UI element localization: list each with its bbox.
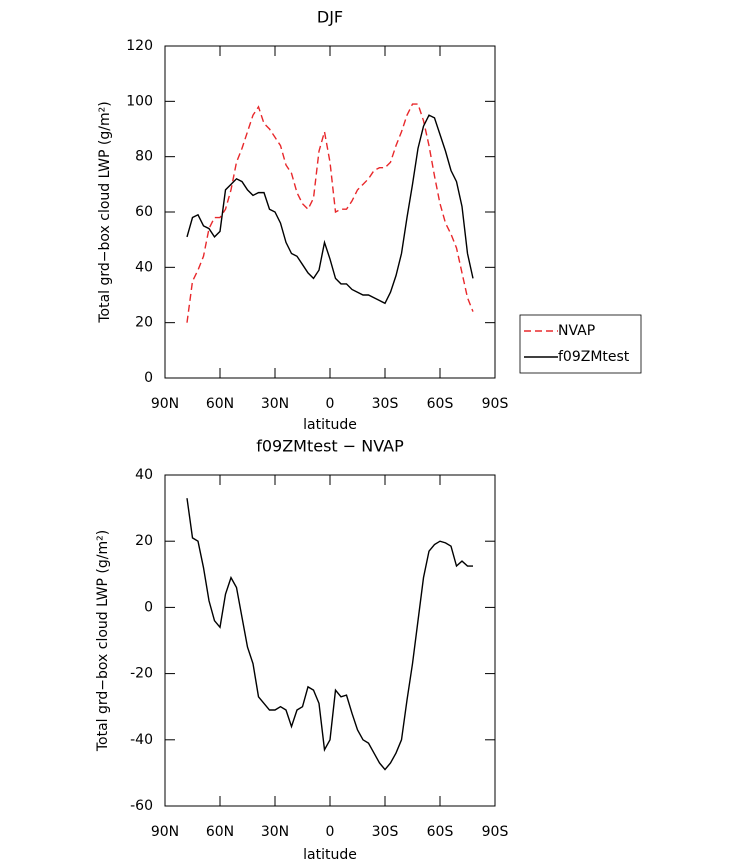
chart-title: DJF <box>317 8 343 27</box>
x-tick-label: 60S <box>427 396 454 412</box>
y-tick-label: 40 <box>135 259 153 275</box>
x-tick-label: 30S <box>372 396 399 412</box>
y-tick-label: -40 <box>130 732 153 748</box>
data-line <box>186 114 474 305</box>
plot-frame <box>164 45 496 379</box>
x-axis-title: latitude <box>303 417 357 433</box>
y-tick-label: 20 <box>135 533 153 549</box>
x-tick-label: 30S <box>372 824 399 840</box>
y-tick-label: 0 <box>144 599 153 615</box>
y-axis-title: Total grd−box cloud LWP (g/m²) <box>97 101 113 323</box>
y-tick-label: -20 <box>130 666 153 682</box>
y-tick-label: 40 <box>135 467 153 483</box>
data-line <box>186 498 473 771</box>
data-line <box>186 103 474 323</box>
x-tick-label: 0 <box>326 824 335 840</box>
x-tick-label: 90N <box>151 824 179 840</box>
y-tick-label: 60 <box>135 204 153 220</box>
x-axis-title: latitude <box>303 847 357 863</box>
chart-title: f09ZMtest − NVAP <box>256 437 404 456</box>
x-tick-label: 60N <box>206 396 234 412</box>
x-tick-label: 90S <box>482 824 509 840</box>
legend-label: f09ZMtest <box>558 349 630 365</box>
y-tick-label: 0 <box>144 370 153 386</box>
y-tick-label: 20 <box>135 315 153 331</box>
legend: NVAP f09ZMtest <box>519 314 642 374</box>
y-tick-label: -60 <box>130 798 153 814</box>
y-tick-label: 120 <box>126 38 153 54</box>
x-tick-label: 30N <box>261 396 289 412</box>
y-tick-label: 100 <box>126 93 153 109</box>
x-tick-label: 30N <box>261 824 289 840</box>
x-tick-label: 0 <box>326 396 335 412</box>
y-tick-label: 80 <box>135 149 153 165</box>
x-tick-label: 60N <box>206 824 234 840</box>
legend-box <box>519 314 642 374</box>
plot-frame <box>164 474 496 807</box>
x-tick-label: 90N <box>151 396 179 412</box>
legend-label: NVAP <box>558 323 595 339</box>
x-tick-label: 90S <box>482 396 509 412</box>
y-axis-title: Total grd−box cloud LWP (g/m²) <box>95 530 111 752</box>
x-tick-label: 60S <box>427 824 454 840</box>
